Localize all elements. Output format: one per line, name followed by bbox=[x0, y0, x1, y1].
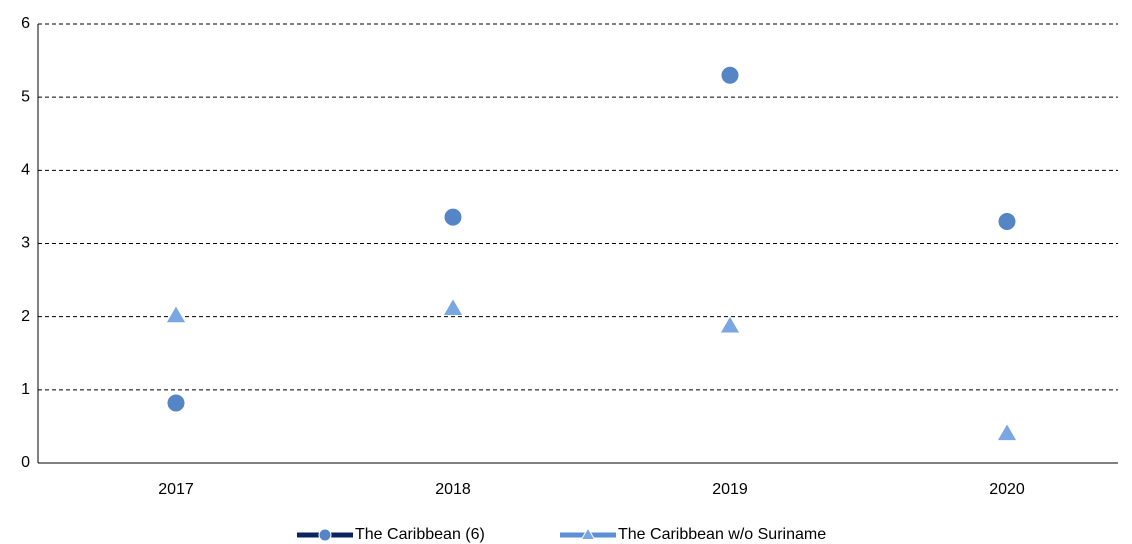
marker bbox=[580, 527, 596, 541]
y-tick-label: 3 bbox=[21, 235, 30, 252]
marker bbox=[443, 207, 463, 227]
marker bbox=[318, 528, 332, 542]
legend-label: The Caribbean (6) bbox=[355, 526, 485, 543]
x-tick-label: 2019 bbox=[712, 481, 748, 498]
marker bbox=[997, 212, 1017, 232]
x-tick-label: 2020 bbox=[989, 481, 1025, 498]
marker bbox=[166, 393, 186, 413]
x-tick-label: 2018 bbox=[435, 481, 471, 498]
legend-label: The Caribbean w/o Suriname bbox=[618, 526, 826, 543]
y-tick-label: 5 bbox=[21, 88, 30, 105]
y-tick-label: 1 bbox=[21, 381, 30, 398]
marker bbox=[719, 314, 741, 334]
y-tick-label: 6 bbox=[21, 15, 30, 32]
marker bbox=[165, 304, 187, 324]
marker bbox=[720, 65, 740, 85]
marker bbox=[996, 422, 1018, 442]
y-tick-label: 4 bbox=[21, 162, 30, 179]
y-tick-label: 2 bbox=[21, 308, 30, 325]
marker bbox=[442, 297, 464, 316]
y-tick-label: 0 bbox=[21, 454, 30, 471]
x-tick-label: 2017 bbox=[158, 481, 194, 498]
